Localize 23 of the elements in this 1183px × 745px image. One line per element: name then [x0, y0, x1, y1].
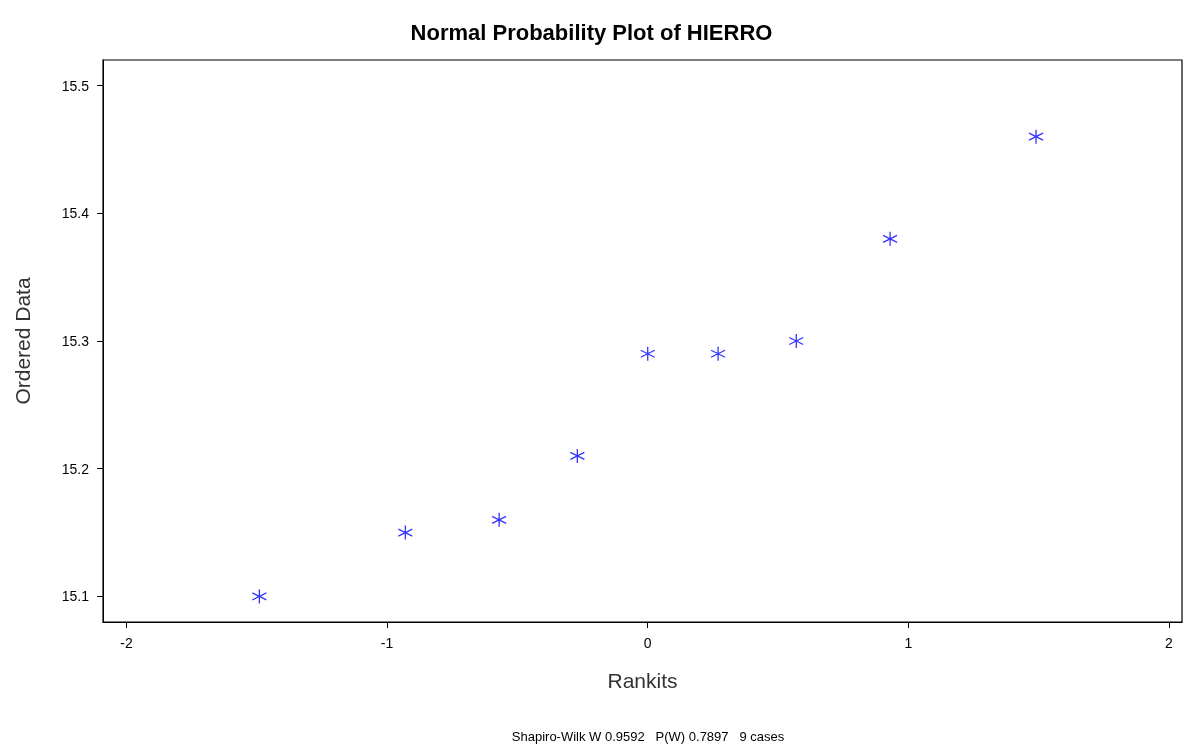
y-tick-label: 15.3 [61, 333, 90, 349]
point [788, 333, 804, 349]
point [1028, 128, 1044, 145]
x-axis-title: Rankits [607, 669, 678, 692]
y-tick-label: 15.5 [61, 77, 90, 94]
x-tick-label: 1 [904, 635, 913, 651]
x-tick-label: -1 [380, 635, 394, 651]
x-tick-label: 2 [1165, 635, 1174, 651]
x-tick-label: -2 [120, 635, 133, 651]
point [569, 448, 585, 464]
text: Shapiro-Wilk W 0.9592 P(W) 0.7897 9 cases [511, 729, 785, 744]
y-axis-title: Ordered Data [11, 277, 34, 405]
y-tick-label: 15.1 [61, 588, 90, 605]
chart-title: Normal Probability Plot of HIERRO [410, 19, 773, 45]
y-tick-label: 15.4 [61, 205, 90, 222]
point [640, 346, 656, 362]
y-tick-label: 15.2 [61, 460, 90, 477]
x-tick-label: 0 [643, 635, 652, 651]
point [710, 346, 726, 362]
point [882, 231, 898, 247]
point [397, 524, 413, 541]
point [491, 512, 507, 528]
point [251, 588, 268, 605]
